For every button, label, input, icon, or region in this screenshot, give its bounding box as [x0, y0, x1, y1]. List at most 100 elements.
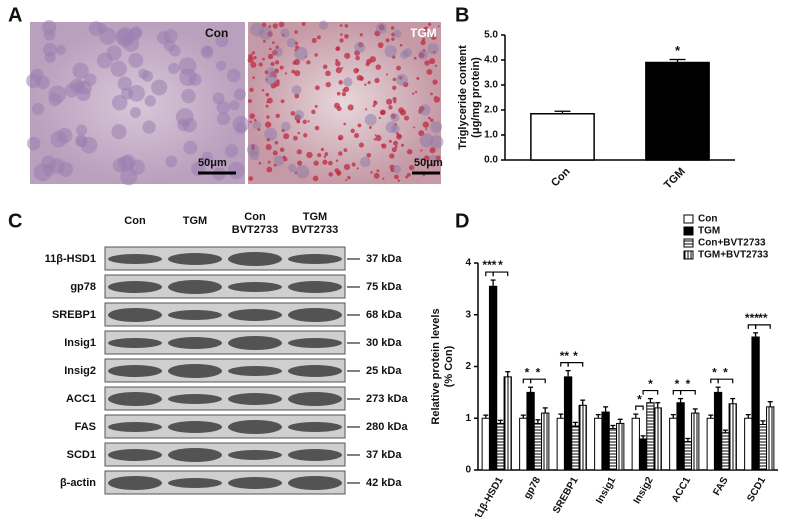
lipid-droplet	[430, 34, 437, 40]
lipid-droplet	[303, 133, 308, 138]
cell	[128, 84, 145, 102]
cell	[111, 94, 128, 111]
lipid-droplet	[340, 33, 343, 36]
blot-band	[228, 393, 282, 405]
significance-bracket	[717, 378, 734, 384]
lipid-droplet	[306, 60, 311, 65]
lipid-droplet	[358, 142, 364, 148]
cell	[50, 130, 68, 148]
panel-label: D	[455, 210, 469, 232]
lipid-droplet	[414, 90, 418, 94]
lipid-droplet	[306, 151, 313, 159]
lipid-droplet	[325, 81, 332, 88]
significance-label: ***	[745, 311, 759, 325]
blot-band	[108, 422, 162, 432]
lipid-droplet	[403, 115, 410, 121]
y-tick-label: 3	[465, 309, 471, 320]
lipid-droplet	[392, 85, 397, 90]
panel-label: A	[8, 4, 22, 26]
lipid-droplet	[431, 163, 435, 167]
lipid-droplet	[374, 134, 377, 137]
lipid-droplet	[350, 128, 355, 134]
lipid-droplet	[347, 104, 354, 111]
lipid-droplet	[278, 21, 285, 28]
lipid-droplet	[341, 91, 347, 97]
cell	[43, 29, 56, 41]
blot-size-label: 30 kDa	[366, 337, 402, 349]
lipid-droplet	[399, 43, 403, 47]
significance-bracket	[710, 378, 719, 384]
x-tick-label: Insig2	[632, 475, 656, 506]
blot-row-label: ACC1	[66, 393, 96, 405]
x-tick-label: ACC1	[670, 475, 693, 504]
bar	[713, 391, 723, 471]
significance-label: **	[758, 311, 768, 325]
lipid-droplet	[249, 120, 252, 124]
lipid-droplet	[279, 147, 285, 153]
x-tick-label: TGM	[662, 166, 688, 192]
cell	[391, 124, 400, 134]
lipid-droplet	[376, 169, 380, 173]
significance-bracket	[679, 389, 696, 395]
lipid-droplet	[375, 135, 382, 142]
lipid-droplet	[425, 128, 428, 131]
lipid-droplet	[274, 60, 280, 65]
lipid-droplet	[325, 70, 331, 77]
lipid-droplet	[368, 126, 372, 129]
lipid-droplet	[372, 104, 376, 108]
lipid-droplet	[396, 133, 402, 140]
lipid-droplet	[261, 88, 265, 92]
bar	[728, 403, 737, 471]
cell	[138, 68, 149, 79]
cell	[234, 88, 246, 101]
lipid-droplet	[335, 60, 341, 67]
lipid-droplet	[249, 113, 255, 119]
lipid-droplet	[292, 135, 298, 141]
lipid-droplet	[297, 160, 303, 166]
lipid-droplet	[272, 150, 278, 156]
y-tick-label: 1	[465, 413, 471, 424]
blot-strip	[104, 330, 346, 355]
bar	[526, 391, 535, 471]
bar	[631, 417, 640, 471]
lipid-droplet	[385, 73, 389, 76]
lipid-droplet	[366, 152, 372, 158]
y-tick-label: 4	[465, 258, 471, 269]
lipid-droplet	[355, 55, 360, 61]
lipid-droplet	[405, 175, 409, 179]
lipid-droplet	[313, 160, 319, 166]
lipid-droplet	[338, 80, 343, 85]
blot-strip	[104, 414, 346, 439]
lipid-droplet	[373, 172, 380, 179]
lipid-droplet	[323, 155, 327, 159]
cell	[384, 45, 397, 58]
bar	[601, 411, 610, 471]
lipid-droplet	[394, 174, 399, 180]
cell	[224, 144, 239, 158]
cell	[318, 20, 328, 30]
significance-label: *	[723, 365, 728, 379]
blot-strip	[104, 246, 346, 271]
cell	[48, 92, 62, 107]
cell	[265, 72, 278, 86]
bar	[683, 441, 693, 471]
x-tick-label: Con	[549, 165, 573, 189]
lipid-droplet	[268, 25, 272, 28]
cell	[280, 28, 290, 38]
cell	[294, 46, 308, 61]
blot-strip	[104, 358, 346, 383]
cell	[216, 112, 231, 126]
cells	[26, 20, 444, 186]
cell	[111, 124, 127, 140]
lipid-droplet	[396, 65, 401, 71]
blot-row-label: Insig2	[64, 365, 96, 377]
blot-size-label: 75 kDa	[366, 281, 402, 293]
significance-label: *	[712, 365, 717, 379]
lipid-droplet	[354, 133, 360, 139]
lipid-droplet	[392, 96, 397, 102]
lipid-droplet	[290, 111, 296, 116]
lipid-droplet	[265, 92, 270, 97]
cell	[354, 41, 366, 53]
blot-band	[288, 476, 342, 490]
lipid-droplet	[385, 38, 390, 43]
